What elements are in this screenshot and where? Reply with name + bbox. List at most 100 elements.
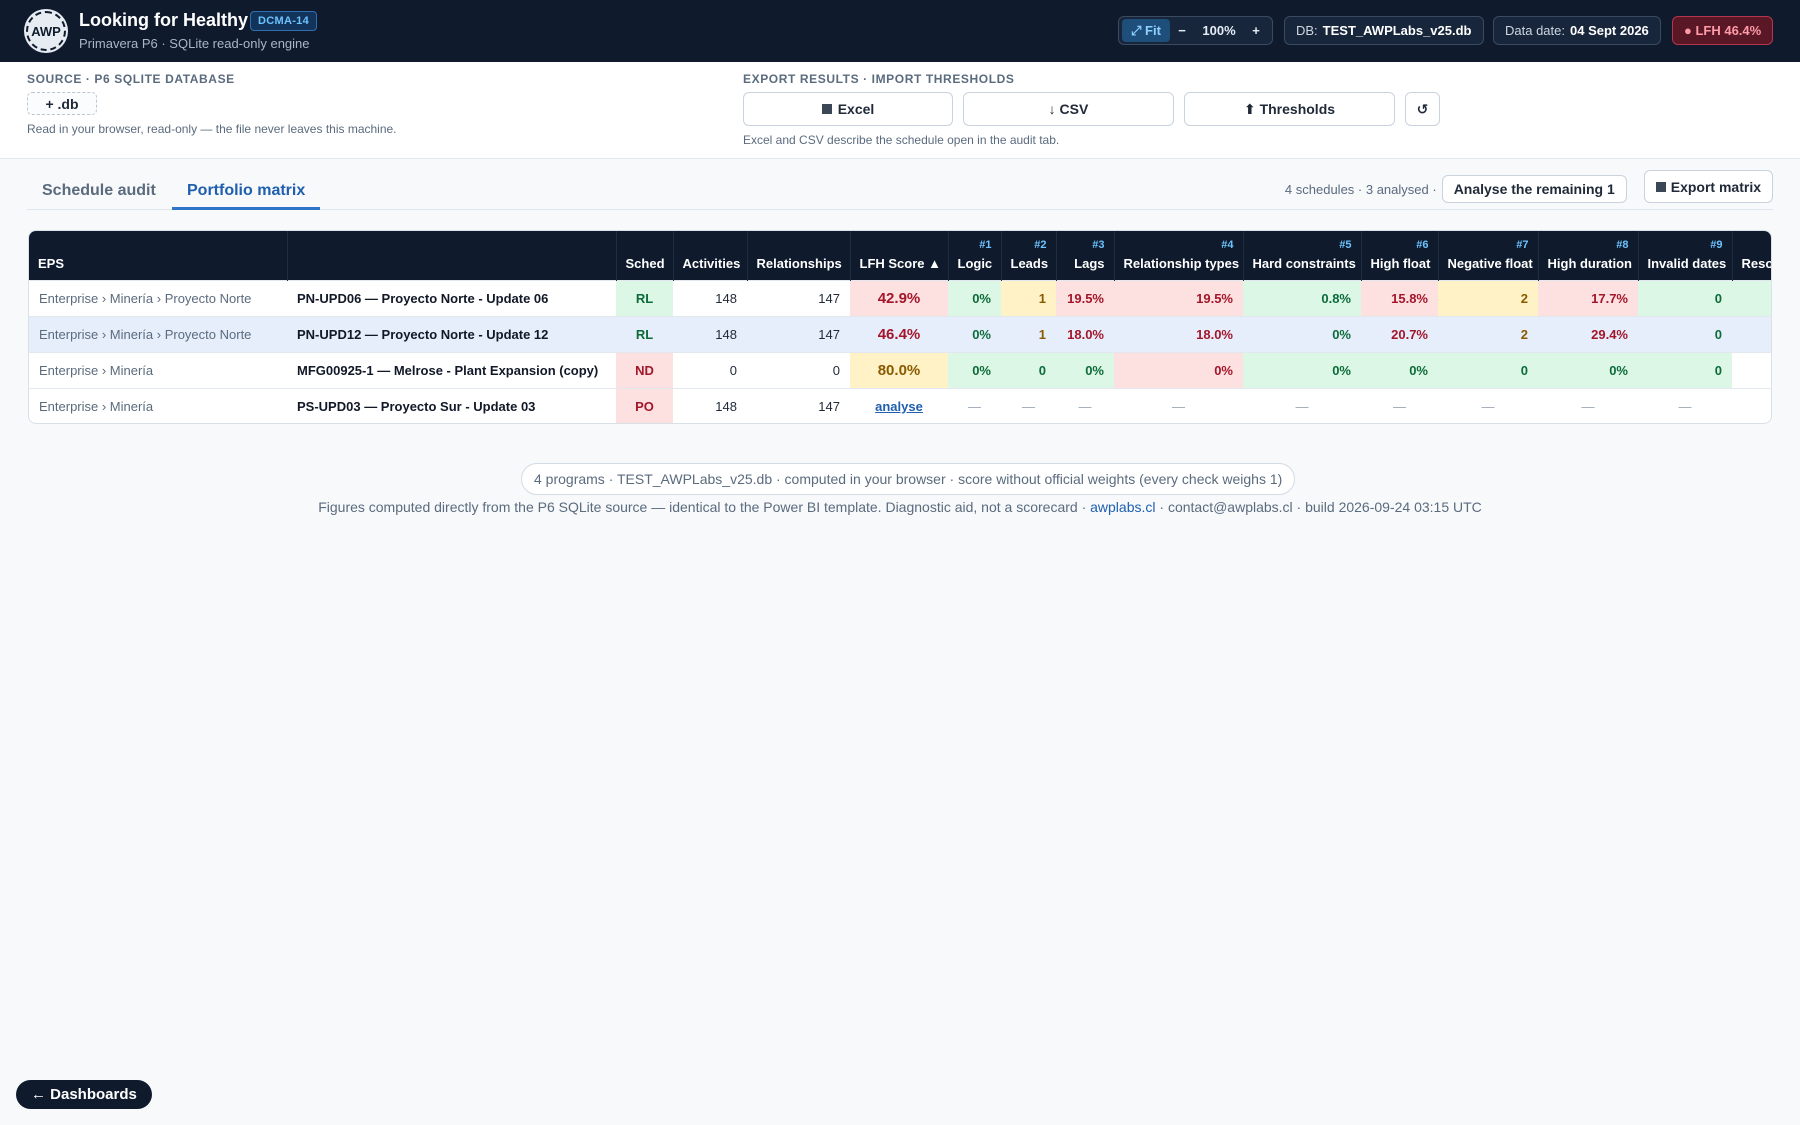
db-chip-value: TEST_AWPLabs_v25.db [1322,23,1472,38]
col-header-high-float[interactable]: #6 High float [1361,231,1439,280]
cell-lags: 18.0% [1056,315,1114,352]
col-header-lfh-score[interactable]: LFH Score ▲ [850,231,949,280]
footer-text-a: Figures computed directly from the P6 SQ… [318,499,1087,515]
cell-sched: PO [616,387,673,423]
export-section-label: EXPORT RESULTS · IMPORT THRESHOLDS [743,72,1015,86]
cell-negative-float: 0 [1438,351,1538,388]
excel-icon [821,104,832,114]
cell-invalid-dates: 0 [1638,315,1732,352]
tab-portfolio-matrix[interactable]: Portfolio matrix [172,182,321,210]
col-header-hard-constraints[interactable]: #5 Hard constraints [1243,231,1362,280]
cell-high-duration: — [1538,387,1638,423]
cell-resources [1732,315,1771,352]
col-header-activities[interactable]: Activities [673,231,748,280]
lfh-score-chip: ● LFH 46.4% [1672,16,1774,45]
col-header-invalid-dates[interactable]: #9 Invalid dates [1638,231,1733,280]
zoom-in-button[interactable]: + [1252,23,1260,38]
data-date-chip: Data date: 04 Sept 2026 [1493,16,1661,45]
cell-relationship-types: 0% [1114,351,1243,388]
cell-high-duration: 17.7% [1538,279,1638,316]
col-header-eps[interactable]: EPS [29,231,288,280]
col-header-name[interactable] [287,231,617,280]
analysis-summary: 4 schedules · 3 analysed · [1284,181,1437,197]
app-subtitle: Primavera P6 · SQLite read-only engine [79,36,310,51]
export-note: Excel and CSV describe the schedule open… [743,133,1060,147]
app-header: AWP Looking for Healthy DCMA-14 Primaver… [0,0,1800,62]
cell-relationship-types: 18.0% [1114,315,1243,352]
tab-schedule-audit[interactable]: Schedule audit [42,182,156,199]
cell-sched: ND [616,351,673,388]
cell-activities: 148 [673,279,747,316]
open-db-button[interactable]: + .db [27,92,97,115]
cell-lfh-score: analyse [850,387,948,423]
cell-resources [1732,279,1771,316]
cell-high-duration: 29.4% [1538,315,1638,352]
export-matrix-icon [1655,181,1666,192]
col-header-resources[interactable]: Resources [1732,231,1771,280]
export-csv-button[interactable]: ↓ CSV [963,92,1174,126]
import-thresholds-button[interactable]: ⬆ Thresholds [1184,92,1395,126]
col-header-lags[interactable]: #3 Lags [1056,231,1115,280]
cell-high-float: 0% [1361,351,1438,388]
cell-lags: 19.5% [1056,279,1114,316]
cell-hard-constraints: 0.8% [1243,279,1361,316]
zoom-out-button[interactable]: − [1178,23,1186,38]
portfolio-matrix-table[interactable]: EPS Sched Activities Relationships LFH S… [28,230,1772,424]
cell-leads: — [1001,387,1056,423]
data-date-label: Data date: [1505,23,1565,38]
cell-high-duration: 0% [1538,351,1638,388]
cell-schedule-name: MFG00925-1 — Melrose - Plant Expansion (… [287,351,616,388]
cell-lags: 0% [1056,351,1114,388]
cell-eps: Enterprise › Minería [29,387,287,423]
cell-negative-float: 2 [1438,315,1538,352]
toolbar: SOURCE · P6 SQLITE DATABASE + .db Read i… [0,62,1800,159]
excel-label: Excel [837,101,875,117]
export-excel-button[interactable]: Excel [743,92,953,126]
awplabs-link[interactable]: awplabs.cl [1090,499,1156,515]
cell-lags: — [1056,387,1114,423]
app-title: Looking for Healthy [79,10,249,30]
awp-logo: AWP [26,11,66,51]
analyse-remaining-button[interactable]: Analyse the remaining 1 [1441,175,1627,203]
data-date-value: 04 Sept 2026 [1570,23,1649,38]
source-section-label: SOURCE · P6 SQLITE DATABASE [27,72,235,86]
zoom-fit-button[interactable]: ⤢ Fit [1122,19,1170,42]
cell-logic: 0% [948,315,1001,352]
cell-invalid-dates: 0 [1638,279,1732,316]
export-matrix-button[interactable]: Export matrix [1643,170,1773,203]
table-row[interactable]: Enterprise › Minería › Proyecto Norte PN… [29,315,1771,352]
zoom-level: 100% [1202,23,1236,38]
cell-logic: 0% [948,279,1001,316]
analyse-link[interactable]: analyse [875,398,923,414]
cell-high-float: 20.7% [1361,315,1438,352]
dashboards-button[interactable]: ← Dashboards [16,1080,152,1109]
cell-lfh-score: 46.4% [850,315,948,352]
col-header-sched[interactable]: Sched [616,231,674,280]
cell-schedule-name: PS-UPD03 — Proyecto Sur - Update 03 [287,387,616,423]
cell-resources [1732,351,1771,388]
table-row[interactable]: Enterprise › Minería PS-UPD03 — Proyecto… [29,387,1771,423]
cell-invalid-dates: 0 [1638,351,1732,388]
col-header-negative-float[interactable]: #7 Negative float [1438,231,1539,280]
cell-relationships: 147 [747,315,850,352]
cell-leads: 1 [1001,315,1056,352]
reset-icon[interactable]: ↺ [1405,92,1440,126]
cell-sched: RL [616,315,673,352]
cell-schedule-name: PN-UPD06 — Proyecto Norte - Update 06 [287,279,616,316]
col-header-relationships[interactable]: Relationships [747,231,851,280]
cell-activities: 148 [673,315,747,352]
cell-invalid-dates: — [1638,387,1732,423]
table-row[interactable]: Enterprise › Minería MFG00925-1 — Melros… [29,351,1771,388]
cell-lfh-score: 80.0% [850,351,948,388]
col-header-relationship-types[interactable]: #4 Relationship types [1114,231,1244,280]
cell-hard-constraints: — [1243,387,1361,423]
source-note: Read in your browser, read-only — the fi… [27,122,397,136]
cell-schedule-name: PN-UPD12 — Proyecto Norte - Update 12 [287,315,616,352]
col-header-high-duration[interactable]: #8 High duration [1538,231,1639,280]
db-chip-label: DB: [1296,23,1318,38]
col-header-logic[interactable]: #1 Logic [948,231,1002,280]
table-row[interactable]: Enterprise › Minería › Proyecto Norte PN… [29,279,1771,316]
cell-eps: Enterprise › Minería › Proyecto Norte [29,315,287,352]
cell-leads: 1 [1001,279,1056,316]
col-header-leads[interactable]: #2 Leads [1001,231,1057,280]
